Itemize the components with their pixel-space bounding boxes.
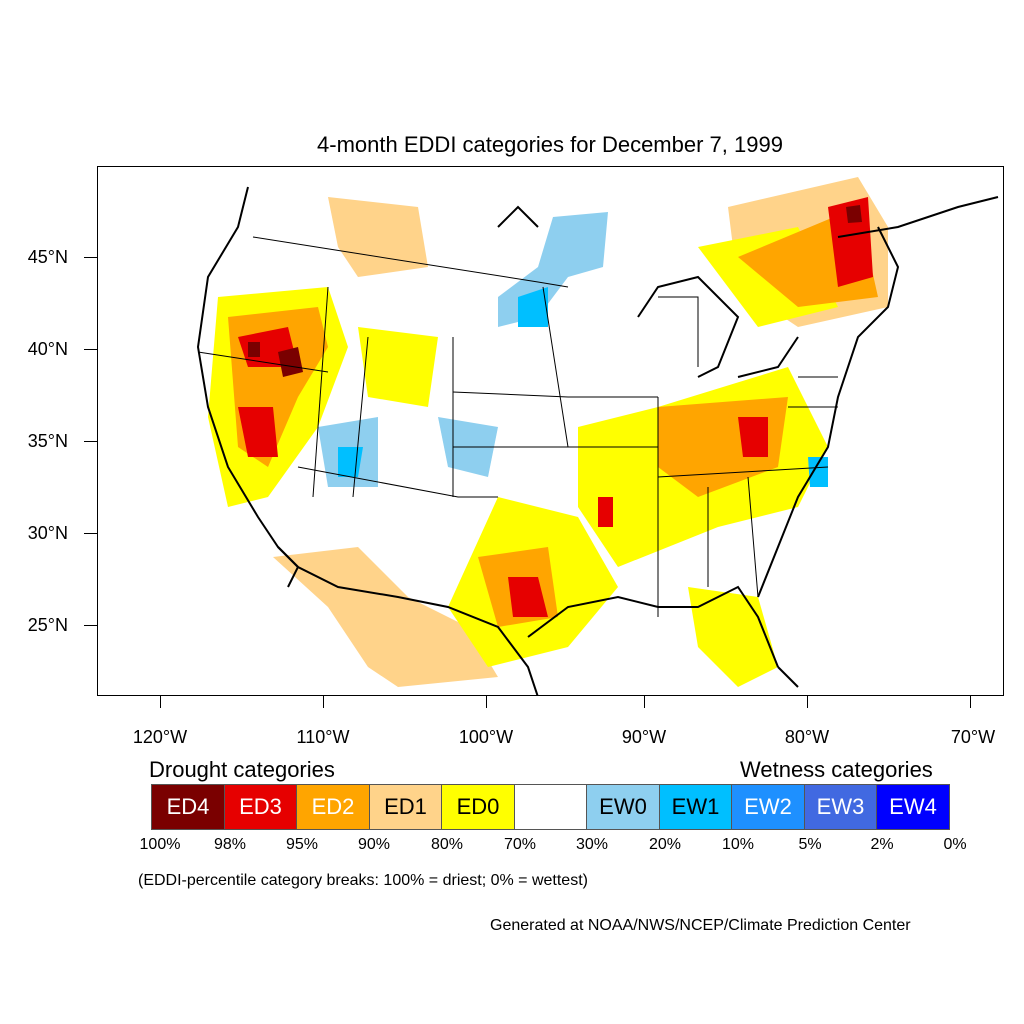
lon-tick-90 xyxy=(644,696,645,708)
legend-neutral xyxy=(514,784,587,830)
lat-label-30: 30°N xyxy=(27,523,68,543)
lon-label-70: 70°W xyxy=(950,727,996,747)
lon-label-90: 90°W xyxy=(621,727,667,747)
legend-ed3: ED3 xyxy=(224,784,297,830)
lon-tick-100 xyxy=(486,696,487,708)
break-5: 5% xyxy=(798,836,822,853)
coastline xyxy=(196,186,999,695)
drought-heading: Drought categories xyxy=(149,757,335,782)
break-70: 70% xyxy=(503,836,537,853)
category-note: (EDDI-percentile category breaks: 100% =… xyxy=(138,872,588,889)
lat-tick-45 xyxy=(84,257,97,258)
break-2: 2% xyxy=(870,836,894,853)
legend-ew4: EW4 xyxy=(876,784,950,830)
legend-ed2: ED2 xyxy=(296,784,370,830)
lat-label-40: 40°N xyxy=(27,339,68,359)
legend-ed1: ED1 xyxy=(369,784,442,830)
lat-tick-35 xyxy=(84,441,97,442)
lat-tick-30 xyxy=(84,533,97,534)
credit-line: Generated at NOAA/NWS/NCEP/Climate Predi… xyxy=(490,917,911,934)
break-90: 90% xyxy=(357,836,391,853)
legend-ew0: EW0 xyxy=(586,784,660,830)
legend-ew1: EW1 xyxy=(659,784,732,830)
lon-tick-120 xyxy=(160,696,161,708)
break-20: 20% xyxy=(648,836,682,853)
eddi-map-graphic xyxy=(196,177,999,695)
lon-label-100: 100°W xyxy=(458,727,514,747)
lat-label-35: 35°N xyxy=(27,431,68,451)
break-10: 10% xyxy=(721,836,755,853)
break-0: 0% xyxy=(943,836,967,853)
eddi-map xyxy=(97,166,1004,696)
lat-label-25: 25°N xyxy=(27,615,68,635)
lon-label-80: 80°W xyxy=(784,727,830,747)
lat-tick-25 xyxy=(84,625,97,626)
break-100: 100% xyxy=(139,836,181,853)
map-title: 4-month EDDI categories for December 7, … xyxy=(317,132,783,157)
break-80: 80% xyxy=(430,836,464,853)
wetness-heading: Wetness categories xyxy=(740,757,933,782)
lat-label-45: 45°N xyxy=(27,247,68,267)
lon-tick-110 xyxy=(323,696,324,708)
legend-ed0: ED0 xyxy=(441,784,515,830)
legend-ew3: EW3 xyxy=(804,784,877,830)
lat-tick-40 xyxy=(84,349,97,350)
lon-label-110: 110°W xyxy=(296,727,350,747)
ed4-regions xyxy=(248,205,862,377)
break-98: 98% xyxy=(213,836,247,853)
legend-ew2: EW2 xyxy=(731,784,805,830)
legend-ed4: ED4 xyxy=(151,784,225,830)
lon-tick-70 xyxy=(970,696,971,708)
break-95: 95% xyxy=(285,836,319,853)
break-30: 30% xyxy=(575,836,609,853)
lon-label-120: 120°W xyxy=(132,727,188,747)
boundary-lines xyxy=(197,236,838,617)
lon-tick-80 xyxy=(807,696,808,708)
